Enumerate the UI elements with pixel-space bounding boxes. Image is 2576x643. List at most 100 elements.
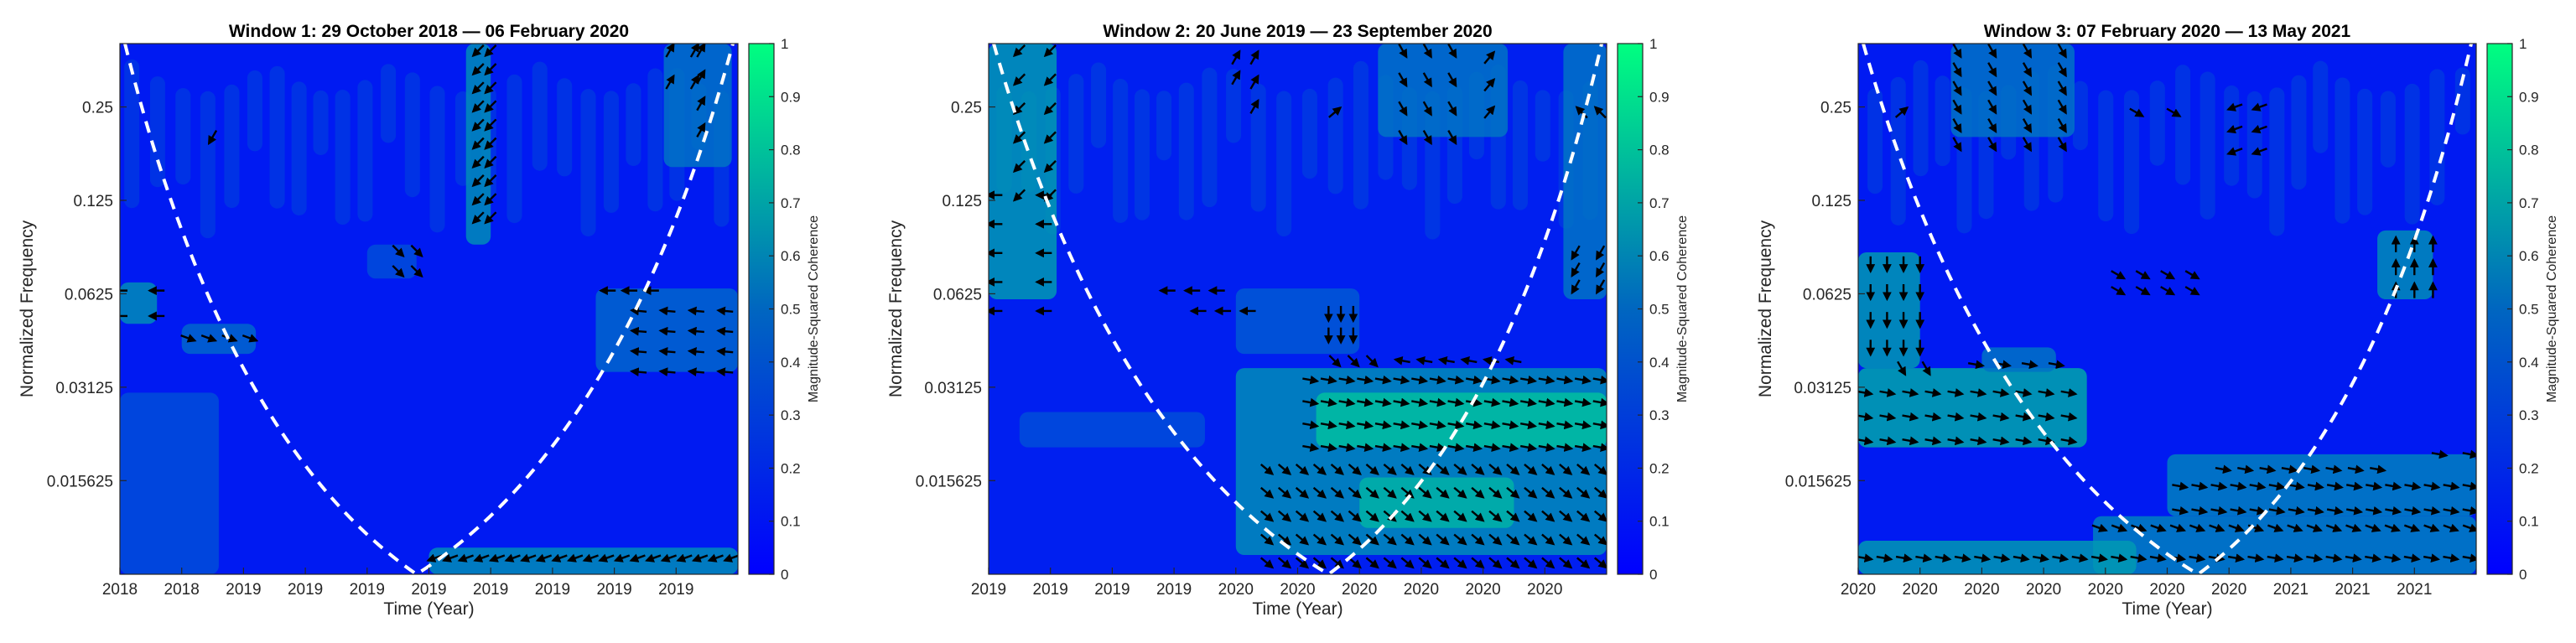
phase-arrow bbox=[2423, 553, 2441, 563]
phase-arrow bbox=[1393, 420, 1410, 430]
x-axis-label: Time (Year) bbox=[2122, 599, 2212, 619]
phase-arrow bbox=[551, 553, 568, 563]
phase-arrow bbox=[1422, 44, 1432, 59]
phase-arrow bbox=[2071, 553, 2089, 563]
phase-arrow bbox=[1302, 375, 1320, 385]
coherence-streak bbox=[149, 76, 165, 188]
x-tick-label: 2020 bbox=[1404, 581, 1439, 599]
coherence-streak bbox=[2404, 83, 2420, 225]
phase-arrow bbox=[484, 100, 497, 113]
phase-arrow bbox=[2259, 464, 2277, 474]
phase-arrow bbox=[1312, 557, 1327, 569]
y-tick-label: 0.015625 bbox=[1785, 473, 1852, 490]
phase-arrow bbox=[2345, 553, 2362, 563]
phase-arrow bbox=[1460, 356, 1478, 366]
phase-arrow bbox=[1259, 557, 1275, 569]
colorbar-tick-label: 0.5 bbox=[1649, 302, 1670, 318]
phase-arrow bbox=[1398, 44, 1408, 59]
phase-arrow bbox=[1879, 436, 1897, 446]
coherence-region bbox=[120, 392, 219, 574]
coherence-streak bbox=[532, 61, 548, 171]
cone-of-influence bbox=[1862, 44, 2473, 574]
phase-arrow bbox=[2015, 412, 2033, 422]
phase-arrow bbox=[2268, 506, 2286, 516]
coherence-streak bbox=[224, 84, 240, 209]
phase-arrow bbox=[1596, 279, 1606, 295]
coherence-streak bbox=[2313, 60, 2329, 153]
phase-arrow bbox=[1043, 44, 1057, 58]
colorbar-tick-label: 0.7 bbox=[781, 195, 801, 211]
phase-arrow bbox=[1519, 443, 1538, 452]
colorbar-tick-label: 0.3 bbox=[1649, 407, 1670, 423]
phase-arrow bbox=[242, 334, 259, 343]
phase-arrow bbox=[2325, 553, 2343, 563]
phase-arrow bbox=[1400, 510, 1415, 522]
phase-arrow bbox=[2267, 523, 2284, 532]
phase-arrow bbox=[2249, 506, 2267, 516]
phase-arrow bbox=[1383, 533, 1397, 546]
phase-arrow bbox=[1541, 464, 1555, 475]
phase-arrow bbox=[1453, 557, 1467, 569]
phase-arrow bbox=[1259, 533, 1275, 546]
phase-arrow bbox=[2443, 506, 2460, 516]
colorbar-tick-label: 0.4 bbox=[1649, 355, 1670, 371]
phase-arrow bbox=[1398, 130, 1408, 146]
x-axis-label: Time (Year) bbox=[383, 599, 474, 619]
phase-arrow bbox=[2150, 523, 2167, 532]
phase-arrow bbox=[484, 63, 497, 76]
phase-arrow bbox=[2385, 506, 2402, 516]
phase-arrow bbox=[2057, 80, 2067, 96]
phase-arrow bbox=[566, 553, 584, 563]
phase-arrow bbox=[1277, 464, 1292, 475]
phase-arrow bbox=[658, 306, 676, 316]
colorbar-tick-label: 0.6 bbox=[2519, 248, 2539, 264]
phase-arrow bbox=[1593, 533, 1607, 546]
phase-arrow bbox=[1559, 557, 1573, 569]
x-tick-label: 2020 bbox=[1280, 581, 1315, 599]
phase-arrow bbox=[1338, 443, 1356, 452]
phase-arrow bbox=[488, 553, 506, 563]
phase-arrow bbox=[1576, 557, 1591, 569]
coherence-streak bbox=[1353, 60, 1368, 210]
phase-arrow bbox=[1593, 486, 1607, 499]
phase-arrow bbox=[1987, 137, 1997, 153]
phase-arrow bbox=[1967, 360, 1986, 370]
colorbar-tick-label: 0.8 bbox=[1649, 143, 1670, 158]
phase-arrow bbox=[1538, 375, 1555, 385]
phase-arrow bbox=[2057, 118, 2067, 134]
coherence-streak bbox=[2098, 90, 2114, 222]
phase-arrow bbox=[629, 347, 647, 356]
phase-arrow bbox=[1012, 73, 1026, 86]
y-axis-label: Normalized Frequency bbox=[18, 220, 37, 397]
phase-arrow bbox=[629, 553, 646, 563]
phase-arrow bbox=[484, 44, 497, 58]
phase-arrow bbox=[1447, 44, 1457, 59]
plot-area bbox=[1858, 44, 2476, 574]
coherence-region bbox=[663, 44, 732, 168]
phase-arrow bbox=[1330, 557, 1344, 569]
phase-arrow bbox=[1482, 356, 1499, 366]
phase-arrow bbox=[1330, 486, 1344, 499]
phase-arrow bbox=[1483, 105, 1496, 119]
coherence-region bbox=[120, 282, 158, 324]
phase-arrow bbox=[1312, 486, 1327, 499]
phase-arrow bbox=[2303, 464, 2321, 474]
chart-panel-2: Window 2: 20 June 2019 — 23 September 20… bbox=[886, 22, 1690, 619]
phase-arrows bbox=[989, 44, 1607, 569]
phase-arrow bbox=[2230, 481, 2247, 491]
phase-arrow bbox=[2169, 523, 2187, 532]
phase-arrow bbox=[1365, 355, 1379, 368]
phase-arrow bbox=[1393, 375, 1410, 385]
coherence-streak bbox=[580, 89, 596, 236]
y-tick-label: 0.25 bbox=[951, 100, 982, 117]
phase-arrow bbox=[582, 553, 599, 563]
phase-arrow bbox=[1338, 375, 1356, 385]
phase-arrow bbox=[1418, 533, 1432, 546]
phase-arrow bbox=[2111, 286, 2127, 296]
phase-arrow bbox=[2268, 481, 2286, 491]
coherence-region bbox=[1563, 44, 1607, 299]
phase-arrow bbox=[2022, 137, 2033, 153]
phase-arrow bbox=[2384, 553, 2402, 563]
phase-arrow bbox=[613, 553, 631, 563]
phase-arrow bbox=[1574, 375, 1592, 385]
